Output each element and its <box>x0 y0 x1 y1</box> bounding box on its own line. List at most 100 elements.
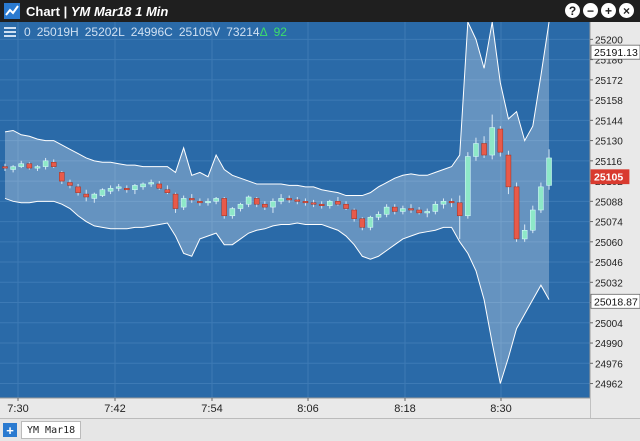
price-tick-label: 25046 <box>595 258 623 269</box>
price-tick-label: 25200 <box>595 35 623 46</box>
candle-body <box>50 162 57 167</box>
chart-line-icon <box>4 3 20 19</box>
candle-body <box>481 143 487 156</box>
time-axis-background <box>0 398 590 418</box>
candle-body <box>180 198 187 208</box>
candle-body <box>456 202 463 217</box>
info-open: 0 <box>24 25 31 39</box>
price-tick-label: 24976 <box>595 359 623 370</box>
candle-body <box>245 196 252 205</box>
candle-body <box>530 209 536 231</box>
time-tick-label: 8:18 <box>394 403 415 415</box>
candle-body <box>253 198 260 205</box>
candle-body <box>351 209 357 219</box>
candle-body <box>513 186 520 240</box>
candle-body <box>91 193 98 199</box>
price-tick-label: 25074 <box>595 218 623 229</box>
price-tick-label: 25144 <box>595 116 623 127</box>
candle-body <box>270 201 276 208</box>
add-series-button[interactable]: + <box>3 423 17 437</box>
info-close: 24996C <box>130 25 173 39</box>
price-tick-label: 25088 <box>595 197 623 208</box>
price-tick-label: 25004 <box>595 319 623 330</box>
price-tick-label: 24962 <box>595 380 623 391</box>
candle-body <box>383 206 390 215</box>
minimize-icon[interactable]: − <box>583 3 598 18</box>
close-icon[interactable]: × <box>619 3 634 18</box>
delta-icon: Δ <box>259 25 268 39</box>
price-tick-label: 25032 <box>595 278 623 289</box>
candle-body <box>294 199 301 202</box>
candle-body <box>343 203 349 209</box>
candle-body <box>26 163 33 169</box>
maximize-icon[interactable]: + <box>601 3 616 18</box>
candle-body <box>302 201 309 204</box>
candle-body <box>432 203 439 212</box>
candle-body <box>115 186 122 189</box>
price-tick-label: 25116 <box>595 157 623 168</box>
candle-body <box>221 198 227 217</box>
candle-body <box>172 193 179 209</box>
candle-body <box>156 183 163 189</box>
series-bar: + YM Mar18 <box>0 418 640 441</box>
window-controls: ? − + × <box>565 3 634 18</box>
price-label-box <box>590 44 640 60</box>
info-total-volume: 73214 <box>226 25 260 39</box>
bollinger-upper-line <box>4 22 550 197</box>
price-tick-label: 25186 <box>595 56 623 67</box>
candle-body <box>335 201 341 205</box>
price-label-box <box>590 293 640 309</box>
time-tick-label: 7:42 <box>104 403 125 415</box>
candle-body <box>164 189 171 193</box>
candle-body <box>148 182 154 185</box>
candle-body <box>465 156 471 217</box>
candle-body <box>42 160 49 167</box>
candle-body <box>359 218 366 228</box>
plot-background <box>0 22 590 398</box>
info-change: 92 <box>273 25 287 39</box>
price-axis-background <box>590 22 640 418</box>
candle-body <box>205 201 211 204</box>
price-tick-label: 25130 <box>595 137 623 148</box>
bollinger-band-fill <box>5 22 550 384</box>
candlestick-chart[interactable]: 2520025186251722515825144251302511625102… <box>0 22 640 418</box>
info-low: 25202L <box>84 25 125 39</box>
candle-body <box>18 163 24 167</box>
window-title: Chart | YM Mar18 1 Min <box>26 3 169 19</box>
candle-body <box>327 201 333 206</box>
candle-body <box>67 182 73 186</box>
price-tick-label: 25060 <box>595 238 623 249</box>
candle-body <box>318 203 325 206</box>
candle-body <box>83 193 89 198</box>
candle-body <box>197 201 203 204</box>
time-tick-label: 8:06 <box>297 403 318 415</box>
series-tab[interactable]: YM Mar18 <box>21 421 82 439</box>
candle-body <box>310 202 317 205</box>
candle-body <box>367 216 374 228</box>
candle-body <box>448 201 455 204</box>
time-tick-label: 8:30 <box>490 403 511 415</box>
candle-body <box>2 166 8 169</box>
hamburger-menu-icon[interactable] <box>4 27 16 37</box>
candle-body <box>375 214 382 218</box>
candle-body <box>213 198 219 202</box>
price-tick-label: 25158 <box>595 96 623 107</box>
candle-body <box>140 183 146 188</box>
candle-body <box>34 166 41 169</box>
price-tick-label: 24990 <box>595 339 623 350</box>
candle-body <box>278 198 284 202</box>
candle-body <box>99 189 106 196</box>
info-volume: 25105V <box>178 25 221 39</box>
help-icon[interactable]: ? <box>565 3 580 18</box>
candle-body <box>473 143 479 157</box>
info-high: 25019H <box>36 25 79 39</box>
time-tick-label: 7:30 <box>7 403 28 415</box>
candle-body <box>237 203 244 209</box>
candle-body <box>408 208 414 211</box>
candle-body <box>546 157 552 186</box>
price-tick-label: 25172 <box>595 76 623 87</box>
candle-body <box>10 166 16 170</box>
candle-body <box>521 229 528 240</box>
candle-body <box>497 128 504 153</box>
candle-body <box>505 154 512 188</box>
